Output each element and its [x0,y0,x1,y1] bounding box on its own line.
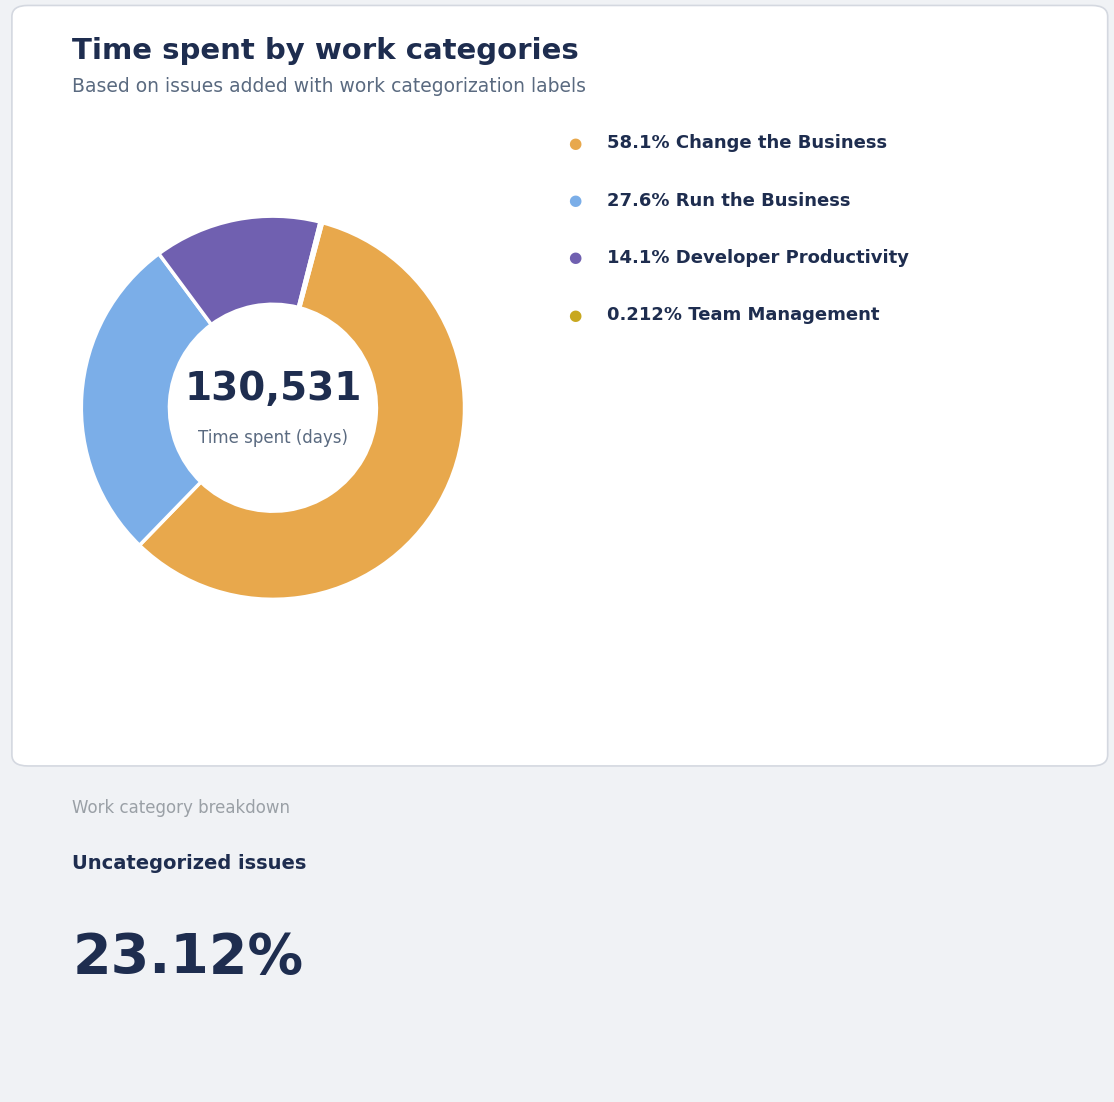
Text: Time spent (days): Time spent (days) [198,430,348,447]
Text: ●: ● [568,193,582,208]
Text: Uncategorized issues: Uncategorized issues [72,854,306,873]
Text: 14.1% Developer Productivity: 14.1% Developer Productivity [607,249,909,267]
Text: 58.1% Change the Business: 58.1% Change the Business [607,134,887,152]
Wedge shape [299,222,323,307]
Wedge shape [159,216,320,325]
Wedge shape [139,223,465,599]
Text: Based on issues added with work categorization labels: Based on issues added with work categori… [72,77,586,96]
FancyBboxPatch shape [12,6,1107,766]
Text: ●: ● [568,250,582,266]
Text: Time spent by work categories: Time spent by work categories [72,37,579,65]
Text: 130,531: 130,531 [184,369,362,408]
Wedge shape [81,253,212,545]
Text: 0.212% Team Management: 0.212% Team Management [607,306,880,324]
Text: 23.12%: 23.12% [72,931,303,985]
Text: Work category breakdown: Work category breakdown [72,799,291,817]
Text: ●: ● [568,136,582,151]
Text: ●: ● [568,307,582,323]
Text: 27.6% Run the Business: 27.6% Run the Business [607,192,851,209]
